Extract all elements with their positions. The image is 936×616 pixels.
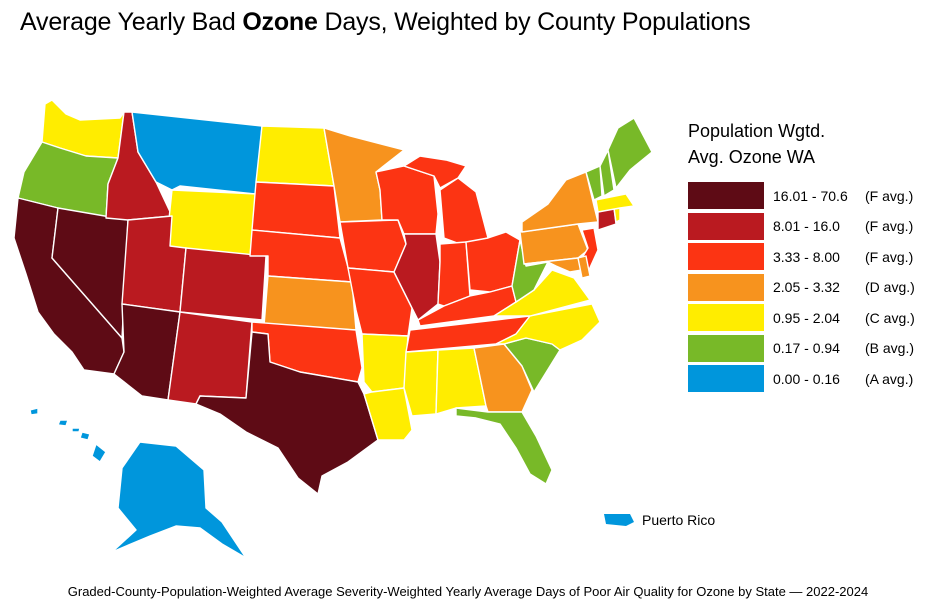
- legend-row: 0.17 - 0.94 (B avg.): [688, 334, 928, 362]
- state-nc: [495, 303, 601, 351]
- state-ny: [521, 171, 599, 233]
- legend-grade: (F avg.): [865, 248, 914, 265]
- legend-range: 2.05 - 3.32: [773, 279, 840, 295]
- state-tx: [195, 331, 379, 495]
- puerto-rico-shape: [604, 514, 634, 526]
- legend-row: 3.33 - 8.00 (F avg.): [688, 243, 928, 270]
- state-co: [179, 247, 267, 321]
- legend-swatch: [688, 334, 764, 362]
- state-nm: [167, 311, 253, 405]
- state-nv: [51, 207, 129, 339]
- legend: Population Wgtd. Avg. Ozone WA 16.01 - 7…: [688, 118, 928, 396]
- state-al: [435, 347, 487, 415]
- legend-swatch: [688, 365, 764, 392]
- legend-row: 16.01 - 70.6 (F avg.): [688, 182, 928, 209]
- legend-range: 8.01 - 16.0: [773, 218, 840, 234]
- state-hi-kauai: [29, 407, 39, 416]
- legend-grade: (C avg.): [865, 309, 915, 326]
- legend-range: 0.00 - 0.16: [773, 370, 840, 387]
- state-sd: [251, 181, 341, 239]
- state-ia: [339, 219, 407, 273]
- state-hi-oahu: [57, 419, 69, 427]
- legend-swatch: [688, 243, 764, 270]
- map-title: Average Yearly Bad Ozone Days, Weighted …: [20, 8, 751, 36]
- puerto-rico-label: Puerto Rico: [642, 512, 716, 528]
- legend-swatch: [688, 273, 764, 301]
- legend-title: Population Wgtd. Avg. Ozone WA: [688, 121, 826, 167]
- state-de: [577, 255, 591, 279]
- state-vt: [585, 165, 603, 201]
- state-hi-maui: [79, 431, 91, 441]
- legend-row: 8.01 - 16.0 (F avg.): [688, 212, 928, 240]
- state-ks: [263, 275, 357, 331]
- state-mi: [439, 177, 489, 245]
- state-hi-big: [91, 443, 107, 463]
- puerto-rico-label-group: Puerto Rico: [604, 512, 715, 528]
- legend-range: 0.95 - 2.04: [773, 309, 840, 326]
- state-hi-molokai: [71, 427, 81, 433]
- legend-swatch: [688, 212, 764, 240]
- state-wy: [165, 189, 257, 257]
- legend-grade: (F avg.): [865, 218, 914, 234]
- legend-row: 0.95 - 2.04 (C avg.): [688, 304, 928, 331]
- legend-range: 16.01 - 70.6: [773, 187, 848, 204]
- state-mi-up: [403, 155, 467, 189]
- legend-row: 0.00 - 0.16 (A avg.): [688, 365, 928, 392]
- legend-grade: (B avg.): [865, 340, 915, 356]
- caption: Graded-County-Population-Weighted Averag…: [67, 584, 869, 599]
- state-me: [607, 117, 653, 189]
- state-ms: [403, 349, 439, 417]
- state-ak: [111, 441, 247, 559]
- legend-grade: (D avg.): [865, 279, 915, 295]
- state-nh: [599, 149, 615, 197]
- state-in: [437, 241, 471, 307]
- state-ma: [595, 193, 635, 213]
- legend-row: 2.05 - 3.32 (D avg.): [688, 273, 928, 301]
- legend-swatch: [688, 182, 764, 209]
- legend-range: 3.33 - 8.00: [773, 248, 840, 265]
- state-ar: [361, 333, 409, 393]
- legend-grade: (F avg.): [865, 187, 914, 204]
- legend-swatch: [688, 304, 764, 331]
- legend-range: 0.17 - 0.94: [773, 340, 840, 356]
- state-fl: [455, 407, 553, 485]
- legend-grade: (A avg.): [865, 370, 914, 387]
- state-nd: [255, 125, 335, 187]
